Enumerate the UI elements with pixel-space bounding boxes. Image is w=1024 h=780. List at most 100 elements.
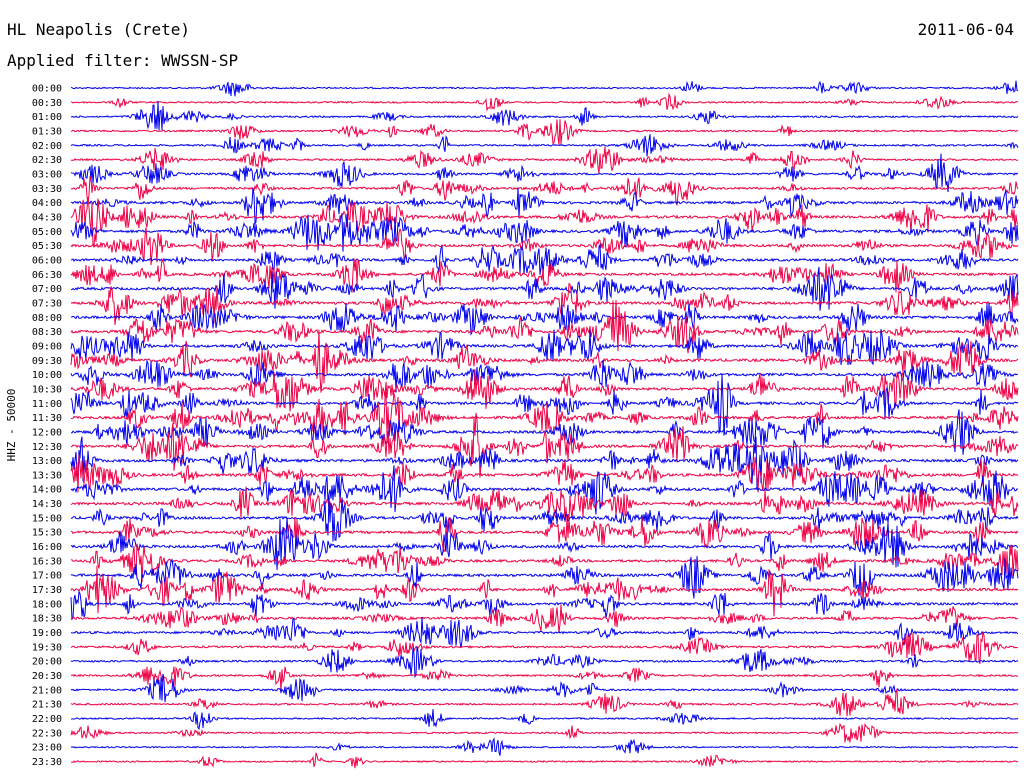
- row-label: 20:30: [32, 671, 62, 682]
- trace-row: [71, 752, 1018, 769]
- trace-row: [70, 646, 1019, 679]
- row-label: 16:00: [32, 542, 62, 553]
- trace-row: [70, 369, 1019, 412]
- trace-row: [70, 673, 1019, 703]
- row-label: 03:30: [32, 184, 62, 195]
- trace-row: [70, 617, 1019, 648]
- row-label: 04:00: [32, 198, 62, 209]
- trace-row: [70, 687, 1019, 717]
- row-label: 14:30: [32, 499, 62, 510]
- trace-row: [70, 266, 1019, 311]
- row-label: 23:30: [32, 757, 62, 768]
- trace-row: [70, 257, 1019, 293]
- trace-row: [70, 92, 1019, 112]
- row-label: 18:00: [32, 599, 62, 610]
- row-label: 15:00: [32, 513, 62, 524]
- row-label: 13:30: [32, 470, 62, 481]
- trace-row: [70, 465, 1019, 515]
- trace-row: [70, 134, 1019, 157]
- trace-row: [70, 543, 1019, 583]
- row-label: 01:00: [32, 112, 62, 123]
- row-label: 20:00: [32, 657, 62, 668]
- trace-row: [70, 329, 1019, 366]
- row-label: 10:00: [32, 370, 62, 381]
- row-label: 12:00: [32, 427, 62, 438]
- row-label: 01:30: [32, 126, 62, 137]
- filter-label: Applied filter: WWSSN-SP: [7, 51, 239, 70]
- trace-row: [70, 666, 1019, 692]
- row-label: 06:00: [32, 255, 62, 266]
- row-label: 16:30: [32, 556, 62, 567]
- trace-row: [70, 153, 1019, 192]
- row-label: 19:00: [32, 628, 62, 639]
- trace-row: [70, 565, 1019, 617]
- row-label: 12:30: [32, 442, 62, 453]
- row-labels: 00:00 00:30 01:00 01:30 02:00 02:30 03:00 03:30…: [32, 84, 62, 769]
- row-label: 08:00: [32, 313, 62, 324]
- row-label: 15:30: [32, 528, 62, 539]
- row-label: 17:30: [32, 585, 62, 596]
- trace-row: [70, 329, 1019, 393]
- trace-row: [70, 227, 1019, 266]
- trace-row: [70, 359, 1018, 393]
- row-label: 22:30: [32, 728, 62, 739]
- trace-row: [70, 722, 1019, 743]
- trace-row: [70, 392, 1019, 437]
- row-label: 06:30: [32, 270, 62, 281]
- row-label: 18:30: [32, 614, 62, 625]
- row-label: 07:30: [32, 298, 62, 309]
- row-label: 10:30: [32, 384, 62, 395]
- row-label: 04:30: [32, 212, 62, 223]
- row-label: 11:30: [32, 413, 62, 424]
- trace-row: [70, 213, 1019, 252]
- trace-row: [70, 119, 1019, 145]
- row-label: 00:30: [32, 98, 62, 109]
- trace-row: [70, 486, 1019, 522]
- row-label: 14:00: [32, 485, 62, 496]
- row-label: 17:00: [32, 571, 62, 582]
- trace-row: [71, 302, 1019, 336]
- trace-row: [70, 604, 1019, 633]
- trace-row: [70, 300, 1019, 354]
- y-axis-label: HHZ - 50000: [5, 389, 18, 462]
- trace-lines: [70, 80, 1019, 769]
- trace-row: [70, 516, 1019, 553]
- trace-row: [70, 517, 1019, 571]
- row-label: 21:00: [32, 685, 62, 696]
- row-label: 05:30: [32, 241, 62, 252]
- row-label: 09:30: [32, 356, 62, 367]
- row-label: 02:30: [32, 155, 62, 166]
- row-label: 05:00: [32, 227, 62, 238]
- row-label: 02:00: [32, 141, 62, 152]
- trace-row: [70, 282, 1019, 325]
- row-label: 13:00: [32, 456, 62, 467]
- trace-row: [70, 243, 1019, 275]
- trace-row: [70, 197, 1019, 247]
- row-label: 08:30: [32, 327, 62, 338]
- row-label: 23:00: [32, 743, 62, 754]
- row-label: 07:00: [32, 284, 62, 295]
- trace-row: [70, 175, 1019, 207]
- row-label: 03:00: [32, 169, 62, 180]
- trace-row: [71, 80, 1019, 97]
- trace-row: [70, 494, 1019, 542]
- row-label: 19:30: [32, 642, 62, 653]
- trace-row: [70, 436, 1019, 490]
- trace-row: [70, 631, 1019, 665]
- record-date: 2011-06-04: [917, 20, 1014, 39]
- trace-row: [70, 374, 1019, 436]
- trace-row: [70, 737, 1019, 756]
- row-label: 09:00: [32, 341, 62, 352]
- trace-row: [70, 709, 1019, 731]
- row-label: 22:00: [32, 714, 62, 725]
- trace-row: [70, 454, 1019, 493]
- trace-row: [70, 590, 1019, 621]
- station-title: HL Neapolis (Crete): [7, 20, 191, 39]
- trace-row: [70, 187, 1019, 225]
- trace-row: [70, 100, 1019, 131]
- trace-row: [70, 556, 1019, 606]
- row-label: 00:00: [32, 84, 62, 95]
- row-label: 21:30: [32, 700, 62, 711]
- trace-row: [70, 412, 1019, 478]
